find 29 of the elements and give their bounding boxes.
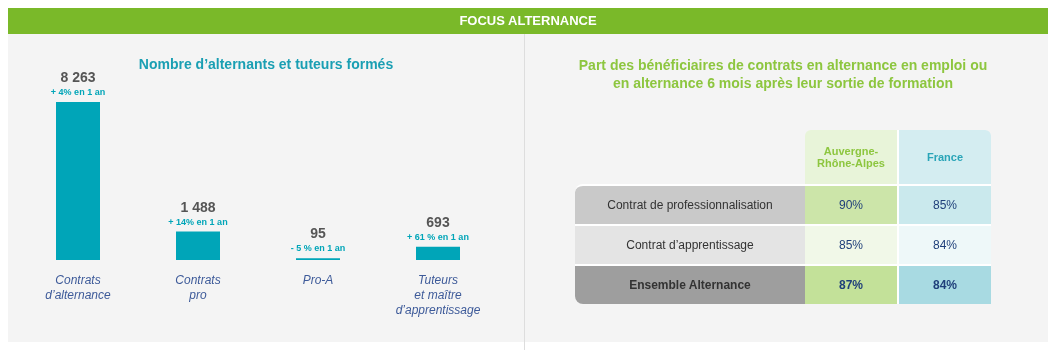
chart-title: Nombre d’alternants et tuteurs formés xyxy=(138,56,394,72)
x-tick-label: Contrats pro xyxy=(175,273,221,302)
y-tick-label: Contrat de professionnalisation xyxy=(575,184,805,224)
data-label: 87% xyxy=(805,264,897,304)
x-tick-label: Contrats d’alternance xyxy=(45,273,112,302)
data-label: 85% xyxy=(805,224,897,264)
data-label: 90% xyxy=(805,184,897,224)
x-tick-label: Tuteurs et maître d’apprentissage xyxy=(395,273,481,317)
annotation: + 61 % en 1 an xyxy=(407,231,469,242)
bar xyxy=(176,231,220,260)
x-tick-label: Pro-A xyxy=(302,273,334,287)
annotation: + 14% en 1 an xyxy=(168,216,228,227)
x-tick-label: Auvergne-Rhône-Alpes xyxy=(805,130,897,184)
y-tick-label: Contrat d’apprentissage xyxy=(575,224,805,264)
annotation: + 4% en 1 an xyxy=(50,87,106,97)
bar xyxy=(56,102,100,260)
data-label: 1 488 xyxy=(180,198,216,215)
annotation: - 5 % en 1 an xyxy=(290,243,346,254)
chart-title: Part des bénéficiaires de contrats en alternance en emploi ou en alternance 6 mois après leur sortie de formation xyxy=(577,56,989,92)
data-label: 95 xyxy=(310,225,326,242)
text: FOCUS ALTERNANCE xyxy=(8,8,1048,34)
data-label: 693 xyxy=(426,213,450,230)
data-label: 84% xyxy=(897,224,991,264)
bar xyxy=(416,246,460,260)
data-label: 84% xyxy=(897,264,991,304)
x-tick-label: France xyxy=(897,130,991,184)
data-label: 85% xyxy=(897,184,991,224)
y-tick-label: Ensemble Alternance xyxy=(575,264,805,304)
data-label: 8 263 xyxy=(60,69,96,85)
